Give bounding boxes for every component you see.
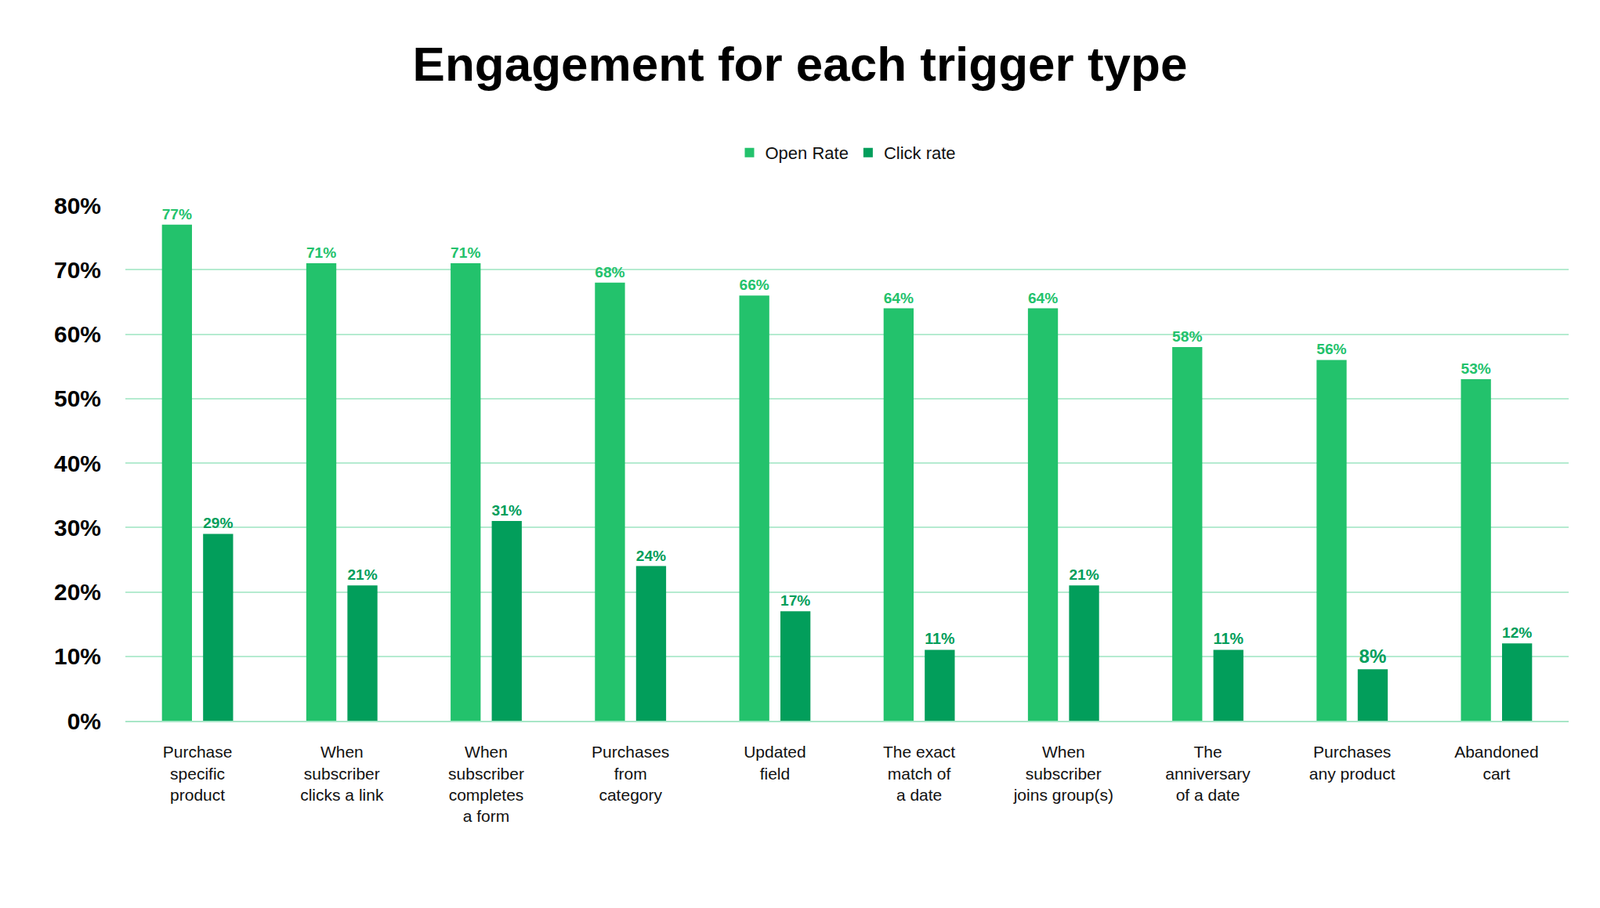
- svg-text:0%: 0%: [67, 708, 102, 735]
- svg-text:11%: 11%: [924, 629, 955, 648]
- svg-text:56%: 56%: [1316, 340, 1347, 358]
- svg-text:29%: 29%: [202, 514, 233, 532]
- svg-text:Updatedfield: Updatedfield: [743, 742, 806, 782]
- svg-text:71%: 71%: [306, 244, 337, 261]
- svg-text:Whensubscriberjoins group(s): Whensubscriberjoins group(s): [1013, 742, 1114, 804]
- svg-text:20%: 20%: [54, 579, 102, 605]
- svg-text:77%: 77%: [162, 206, 192, 223]
- svg-text:Purchasesfromcategory: Purchasesfromcategory: [591, 742, 670, 804]
- svg-text:21%: 21%: [1068, 566, 1099, 583]
- svg-text:40%: 40%: [54, 450, 102, 477]
- svg-text:Theanniversaryof a date: Theanniversaryof a date: [1165, 742, 1251, 804]
- svg-text:58%: 58%: [1172, 328, 1202, 345]
- svg-text:Engagement for each trigger ty: Engagement for each trigger type: [412, 36, 1188, 91]
- svg-text:11%: 11%: [1213, 629, 1244, 648]
- svg-text:Abandonedcart: Abandonedcart: [1454, 742, 1539, 782]
- svg-text:Open Rate: Open Rate: [765, 143, 849, 163]
- svg-text:60%: 60%: [54, 321, 102, 348]
- svg-text:31%: 31%: [492, 502, 522, 519]
- svg-text:71%: 71%: [450, 244, 481, 261]
- svg-text:The exactmatch ofa date: The exactmatch ofa date: [883, 742, 956, 804]
- svg-text:30%: 30%: [54, 514, 102, 541]
- svg-text:17%: 17%: [780, 592, 811, 609]
- svg-text:Purchasespecificproduct: Purchasespecificproduct: [162, 742, 233, 804]
- svg-text:64%: 64%: [883, 289, 914, 307]
- svg-text:Whensubscribercompletesa form: Whensubscribercompletesa form: [448, 742, 525, 826]
- svg-text:21%: 21%: [347, 566, 377, 583]
- svg-text:80%: 80%: [54, 192, 102, 219]
- svg-text:50%: 50%: [54, 385, 102, 412]
- svg-text:53%: 53%: [1461, 360, 1492, 377]
- svg-text:66%: 66%: [739, 276, 770, 294]
- svg-text:Whensubscriberclicks a link: Whensubscriberclicks a link: [300, 742, 384, 804]
- svg-text:8%: 8%: [1359, 645, 1387, 667]
- svg-text:Click rate: Click rate: [883, 143, 956, 163]
- svg-text:12%: 12%: [1502, 624, 1532, 641]
- svg-text:24%: 24%: [636, 547, 667, 565]
- svg-text:Purchasesany product: Purchasesany product: [1309, 742, 1396, 782]
- svg-text:70%: 70%: [54, 257, 102, 283]
- svg-text:64%: 64%: [1028, 289, 1058, 307]
- svg-text:10%: 10%: [54, 643, 102, 670]
- svg-text:68%: 68%: [594, 264, 625, 281]
